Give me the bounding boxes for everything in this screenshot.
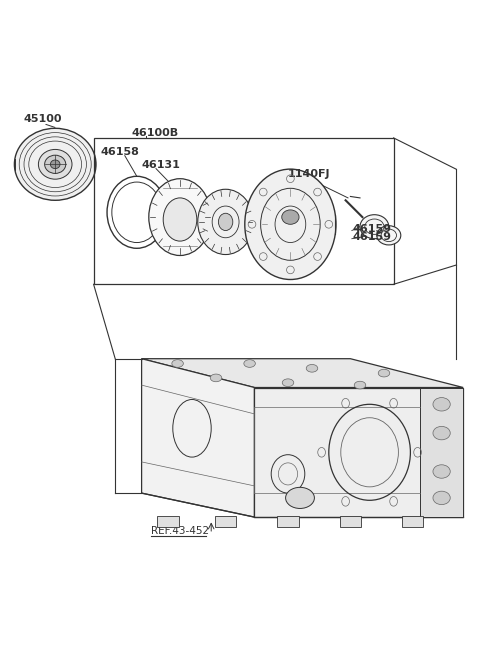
- Text: 45100: 45100: [24, 114, 62, 124]
- Text: 46158: 46158: [101, 147, 140, 157]
- Ellipse shape: [377, 226, 401, 245]
- Ellipse shape: [360, 215, 389, 238]
- FancyBboxPatch shape: [215, 516, 236, 527]
- Ellipse shape: [172, 360, 183, 367]
- Ellipse shape: [50, 160, 60, 168]
- Ellipse shape: [306, 364, 318, 372]
- Polygon shape: [254, 388, 463, 517]
- FancyBboxPatch shape: [340, 516, 361, 527]
- Ellipse shape: [433, 465, 450, 478]
- Text: 46100B: 46100B: [132, 128, 179, 138]
- Ellipse shape: [433, 491, 450, 504]
- Polygon shape: [142, 359, 254, 517]
- FancyBboxPatch shape: [277, 516, 299, 527]
- Ellipse shape: [218, 214, 233, 231]
- Text: 46131: 46131: [142, 160, 180, 170]
- Ellipse shape: [149, 179, 211, 255]
- Ellipse shape: [210, 374, 222, 382]
- Polygon shape: [420, 388, 463, 517]
- Ellipse shape: [282, 210, 299, 224]
- Polygon shape: [142, 359, 463, 388]
- Ellipse shape: [433, 398, 450, 411]
- Text: REF.43-452: REF.43-452: [151, 527, 209, 536]
- Ellipse shape: [163, 198, 197, 241]
- Ellipse shape: [244, 360, 255, 367]
- Ellipse shape: [198, 189, 253, 255]
- Text: 1140FJ: 1140FJ: [288, 169, 331, 179]
- FancyBboxPatch shape: [402, 516, 423, 527]
- Text: 46159: 46159: [353, 224, 392, 234]
- Ellipse shape: [378, 369, 390, 377]
- Ellipse shape: [433, 426, 450, 440]
- Ellipse shape: [282, 379, 294, 386]
- Ellipse shape: [14, 128, 96, 200]
- Text: 46159: 46159: [353, 233, 392, 242]
- Ellipse shape: [354, 381, 366, 389]
- Ellipse shape: [45, 155, 66, 174]
- Ellipse shape: [38, 149, 72, 179]
- FancyBboxPatch shape: [157, 516, 179, 527]
- Ellipse shape: [245, 169, 336, 280]
- Ellipse shape: [286, 487, 314, 508]
